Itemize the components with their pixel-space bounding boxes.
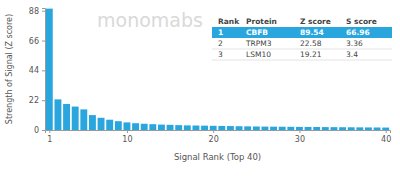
y-tick-label: 0 (34, 126, 39, 135)
bar (175, 125, 182, 130)
x-tick-label: 1 (47, 135, 52, 144)
x-axis-line (46, 131, 391, 134)
y-tick-mark (42, 70, 45, 71)
x-tick-mark (299, 130, 300, 133)
bar (80, 109, 87, 130)
bar (322, 127, 329, 130)
x-tick: 20 (209, 130, 219, 144)
table-cell: CBFB (246, 28, 268, 37)
x-tick: 10 (122, 130, 132, 144)
y-tick-label: 44 (29, 66, 39, 75)
table-cell: LSM10 (246, 50, 271, 59)
x-axis-title: Signal Rank (Top 40) (174, 152, 261, 162)
table-cell: 3 (218, 50, 223, 59)
table-cell: 3.4 (346, 50, 358, 59)
bar (227, 126, 234, 130)
chart: monomabs022446688110203040Signal Rank (T… (0, 0, 400, 180)
table-header: S score (346, 17, 377, 26)
bar (374, 127, 381, 130)
x-tick: 30 (295, 130, 305, 144)
x-tick-label: 10 (122, 135, 132, 144)
table-cell: 89.54 (300, 28, 324, 37)
bar (218, 126, 225, 130)
y-tick: 66 (29, 37, 45, 46)
x-tick: 1 (47, 130, 52, 144)
x-tick: 40 (381, 130, 391, 144)
x-tick-mark (127, 130, 128, 133)
y-tick: 0 (34, 126, 45, 135)
y-tick: 88 (29, 7, 45, 16)
bar (261, 127, 268, 130)
y-tick-label: 88 (29, 7, 39, 16)
bar (106, 120, 113, 130)
table-cell: 22.58 (300, 39, 322, 48)
bar (158, 125, 165, 130)
watermark: monomabs (97, 9, 203, 31)
bar (123, 122, 130, 130)
x-tick-label: 30 (295, 135, 305, 144)
table-header: Rank (218, 17, 240, 26)
y-tick-mark (42, 11, 45, 12)
bar (339, 127, 346, 130)
bar (330, 127, 337, 130)
table-cell: 2 (218, 39, 223, 48)
y-tick: 22 (29, 96, 45, 105)
table-cell: 3.36 (346, 39, 363, 48)
bar (167, 125, 174, 130)
bar (287, 127, 294, 130)
bar (305, 127, 312, 130)
bar (201, 126, 208, 130)
bar (115, 121, 122, 130)
bar (54, 99, 61, 130)
x-axis: 1 10 20 30 40 (46, 130, 392, 144)
bar (149, 124, 156, 130)
x-tick-mark (49, 130, 50, 133)
table-background (212, 16, 392, 62)
bar (132, 123, 139, 130)
bar (184, 125, 191, 130)
y-tick-label: 66 (29, 37, 39, 46)
bar (63, 104, 70, 130)
y-axis-title: Strength of Signal (Z score) (5, 14, 14, 124)
bar (236, 126, 243, 130)
bar (365, 127, 372, 130)
bar (210, 126, 217, 130)
y-tick-mark (42, 100, 45, 101)
bar (98, 118, 105, 130)
bar (46, 9, 53, 130)
table-cell: 1 (218, 28, 223, 37)
bar (348, 127, 355, 130)
bar (313, 127, 320, 130)
bar (72, 107, 79, 130)
bar (244, 126, 251, 130)
bar (382, 128, 389, 130)
x-tick-label: 20 (209, 135, 219, 144)
y-axis: 0 22 44 66 88 (29, 7, 46, 135)
table-header: Protein (246, 17, 277, 26)
x-tick-mark (213, 130, 214, 133)
bar (141, 124, 148, 130)
table-row-rule (212, 60, 392, 61)
table-header: Z score (300, 17, 331, 26)
y-axis-line (42, 9, 46, 131)
bar (296, 127, 303, 130)
bar (356, 127, 363, 130)
table-cell: 66.96 (346, 28, 370, 37)
bar (279, 127, 286, 130)
y-tick-label: 22 (29, 96, 39, 105)
y-tick-mark (42, 130, 45, 131)
bar (192, 126, 199, 130)
table-cell: 19.21 (300, 50, 322, 59)
x-tick-label: 40 (381, 135, 391, 144)
x-tick-mark (386, 130, 387, 133)
table-cell: TRPM3 (245, 39, 272, 48)
y-tick-mark (42, 41, 45, 42)
bar (270, 127, 277, 130)
y-tick: 44 (29, 66, 45, 75)
table: Rank Protein Z score S score 1 CBFB 89.54 66.96… (212, 16, 392, 62)
table-row-highlight (212, 27, 392, 38)
bar (89, 115, 96, 130)
bar (253, 126, 260, 130)
